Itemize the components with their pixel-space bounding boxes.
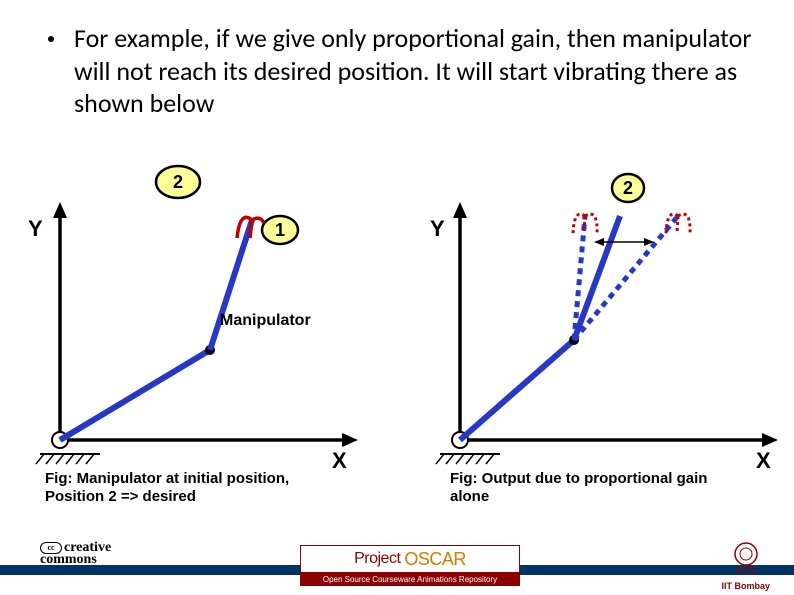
claw-dashed-right-icon [666,214,690,234]
diagram-container: Y X 2 1 Manipulator Fig: Manipulator at … [0,160,794,500]
right-caption: Fig: Output due to proportional gain alo… [450,470,730,506]
cc-text-2: commons [40,552,97,567]
bullet-text-content: For example, if we give only proportiona… [74,22,764,120]
iit-bombay-logo: IIT Bombay [721,540,770,591]
bullet-paragraph: For example, if we give only proportiona… [48,22,764,120]
oscar-top-bar: Project OSCAR [300,545,520,573]
iit-crest-icon [731,540,761,574]
left-marker-2: 2 [173,172,183,193]
oscar-name-text: OSCAR [404,549,466,570]
right-marker-2: 2 [623,178,633,199]
bullet-dot-icon [48,36,54,42]
oscar-subtitle: Open Source Courseware Animations Reposi… [300,573,520,586]
right-x-axis-label: X [756,448,771,474]
left-marker-1: 1 [275,220,285,241]
right-diagram-svg [0,160,794,500]
iit-text: IIT Bombay [721,581,770,591]
right-y-axis-label: Y [430,216,445,242]
creative-commons-logo: cccreative commons [40,542,111,567]
claw-dashed-left-icon [573,214,597,234]
project-oscar-logo: Project OSCAR Open Source Courseware Ani… [300,545,520,593]
oscar-project-text: Project [354,550,400,568]
